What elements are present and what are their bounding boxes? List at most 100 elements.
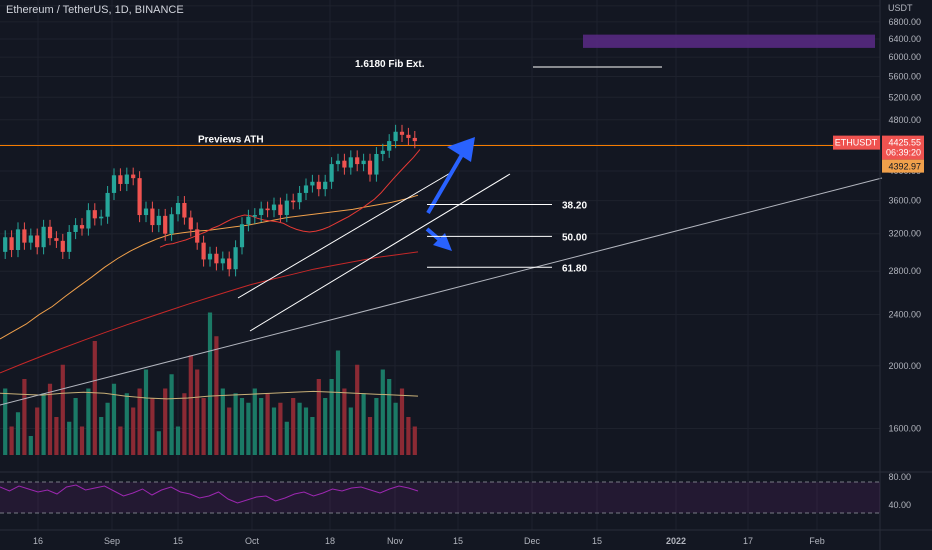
volume-bar [79,426,85,455]
volume-bar [259,398,264,455]
candle-body [271,204,277,211]
time-tick-label: 2022 [666,536,686,546]
volume-bar [387,379,392,455]
candle-body [227,258,232,270]
candle-body [143,208,149,216]
channel-upper-line [237,171,453,299]
volume-bar [342,388,347,455]
time-tick-label: 15 [173,536,183,546]
candle-body [335,160,341,165]
time-tick-label: Feb [809,536,825,546]
fib-retracement-label: 61.80 [562,263,587,274]
candle-body [118,175,123,184]
ma-slow-line [0,251,419,374]
volume-bar [271,407,277,455]
candle-body [387,141,392,151]
volume-bar [41,393,46,455]
volume-bar [169,374,174,455]
candle-body [22,229,27,243]
candle-body [214,253,219,264]
volume-bar [131,407,136,455]
price-tick-label: 3600.00 [888,196,921,206]
fib-extension-label: 1.6180 Fib Ext. [355,59,425,70]
time-tick-label: 15 [592,536,602,546]
last-price-label: 4425.55 [888,138,921,148]
volume-bar [406,417,411,455]
candle-body [393,131,398,142]
volume-bar [246,402,251,455]
price-tick-label: 2800.00 [888,266,921,276]
volume-bar [105,402,110,455]
volume-bar [348,407,353,455]
volume-bar [175,426,181,455]
volume-bar [239,398,245,455]
candle-body [252,215,257,217]
time-tick-label: Nov [387,536,404,546]
time-tick-label: 16 [33,536,43,546]
candle-body [47,226,53,239]
volume-bar [15,412,21,455]
candle-body [131,174,136,179]
time-tick-label: Oct [245,536,260,546]
candle-body [79,225,85,229]
candle-body [150,208,155,226]
candle-body [182,202,187,218]
rsi-line [0,484,419,504]
candle-body [348,157,353,168]
candle-body [60,240,65,252]
candle-body [310,181,315,186]
time-tick-label: Sep [104,536,120,546]
candle-body [374,153,379,175]
volume-bar [393,402,398,455]
candle-body [303,185,309,193]
candle-body [99,216,104,219]
candle-body [175,202,181,215]
candle-body [92,210,97,219]
candle-body [111,175,117,193]
volume-bar [412,426,417,455]
candle-body [367,160,373,175]
volume-bar [329,379,334,455]
volume-bar [310,417,315,455]
candle-body [188,217,193,230]
candle-body [323,181,328,190]
volume-bar [278,402,283,455]
candle-body [246,216,251,225]
volume-bar [118,426,123,455]
candle-body [105,192,110,217]
volume-bar [297,402,302,455]
price-tick-label: 1600.00 [888,423,921,433]
fib-retracement-label: 38.20 [562,201,587,212]
volume-bar [335,350,341,455]
candle-body [163,215,168,234]
candle-body [41,226,46,248]
candle-body [169,214,174,234]
candle-body [124,174,129,184]
candle-body [15,229,21,250]
candle-body [399,131,405,135]
candle-body [35,235,40,248]
time-tick-label: Dec [524,536,541,546]
candle-body [406,134,411,138]
bearish-arrow-head [433,233,452,251]
volume-bar [188,355,193,455]
volume-bar [207,312,213,455]
candle-body [3,237,8,252]
candle-body [342,160,347,168]
symbol-name-label: ETHUSDT [835,138,878,148]
candle-body [73,225,78,232]
volume-bar [111,383,117,455]
volume-bar [60,364,65,455]
volume-bar [233,393,238,455]
candle-body [67,231,72,252]
candle-body [361,160,366,165]
volume-bar [9,426,14,455]
channel-lower-line [249,173,511,332]
candle-body [284,200,289,216]
symbol-title: Ethereum / TetherUS, 1D, BINANCE [6,4,184,16]
candle-body [233,247,238,270]
volume-bar [367,417,373,455]
candle-body [239,224,245,248]
